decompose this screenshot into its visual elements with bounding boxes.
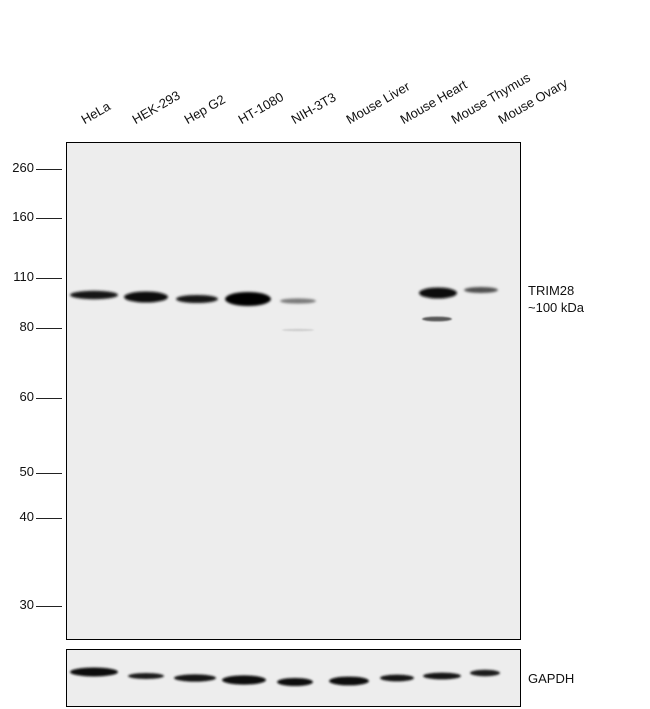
lane-label-hepg2: Hep G2 bbox=[181, 91, 228, 127]
target-label: TRIM28 ~100 kDa bbox=[528, 282, 584, 316]
band-gapdh-hepg2 bbox=[174, 674, 216, 682]
band-gapdh-mouse-liver bbox=[329, 676, 369, 686]
mw-tick-110 bbox=[36, 278, 62, 279]
band-gapdh-nih3t3 bbox=[277, 678, 313, 686]
mw-label-30: 30 bbox=[19, 597, 34, 612]
mw-label-160: 160 bbox=[12, 209, 34, 224]
mw-label-260: 260 bbox=[12, 160, 34, 175]
lane-label-hela: HeLa bbox=[78, 98, 113, 127]
mw-tick-60 bbox=[36, 398, 62, 399]
band-faint-nih3t3 bbox=[282, 328, 314, 332]
target-size: ~100 kDa bbox=[528, 300, 585, 315]
mw-tick-50 bbox=[36, 473, 62, 474]
main-blot-panel bbox=[66, 142, 521, 640]
mw-label-50: 50 bbox=[19, 464, 34, 479]
band-trim28-ht1080 bbox=[225, 292, 271, 306]
lane-label-ht1080: HT-1080 bbox=[235, 89, 287, 127]
band-gapdh-mouse-thymus bbox=[423, 672, 461, 680]
band-trim28-mouse-heart bbox=[419, 287, 457, 299]
band-trim28-mouse-thymus bbox=[464, 287, 498, 293]
band-gapdh-ht1080 bbox=[222, 675, 266, 685]
band-trim28-nih3t3 bbox=[280, 298, 316, 304]
band-gapdh-mouse-heart bbox=[380, 674, 414, 682]
loading-control-label: GAPDH bbox=[528, 671, 575, 686]
band-gapdh-hela bbox=[70, 667, 118, 677]
mw-tick-80 bbox=[36, 328, 62, 329]
lane-label-hek293: HEK-293 bbox=[129, 87, 183, 127]
mw-label-80: 80 bbox=[19, 319, 34, 334]
mw-label-40: 40 bbox=[19, 509, 34, 524]
band-gapdh-hek293 bbox=[128, 673, 164, 679]
mw-tick-160 bbox=[36, 218, 62, 219]
mw-label-110: 110 bbox=[13, 269, 34, 284]
mw-tick-40 bbox=[36, 518, 62, 519]
loading-control-panel bbox=[66, 649, 521, 707]
band-gapdh-mouse-ovary bbox=[470, 669, 500, 677]
band-trim28-hela bbox=[70, 290, 118, 300]
target-name: TRIM28 bbox=[528, 283, 575, 298]
band-trim28-hepg2 bbox=[176, 295, 218, 303]
band-trim28-hek293 bbox=[124, 291, 168, 303]
mw-tick-30 bbox=[36, 606, 62, 607]
lane-label-nih3t3: NIH-3T3 bbox=[288, 89, 339, 127]
band-lower-mouse-heart bbox=[422, 316, 452, 322]
main-blot-bands bbox=[70, 287, 498, 332]
mw-tick-260 bbox=[36, 169, 62, 170]
mw-label-60: 60 bbox=[19, 389, 34, 404]
loading-control-bands bbox=[70, 667, 500, 686]
